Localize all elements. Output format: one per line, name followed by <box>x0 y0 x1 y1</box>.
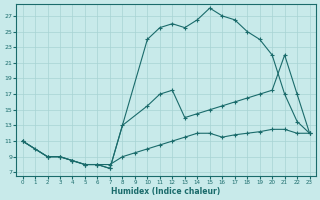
X-axis label: Humidex (Indice chaleur): Humidex (Indice chaleur) <box>111 187 221 196</box>
